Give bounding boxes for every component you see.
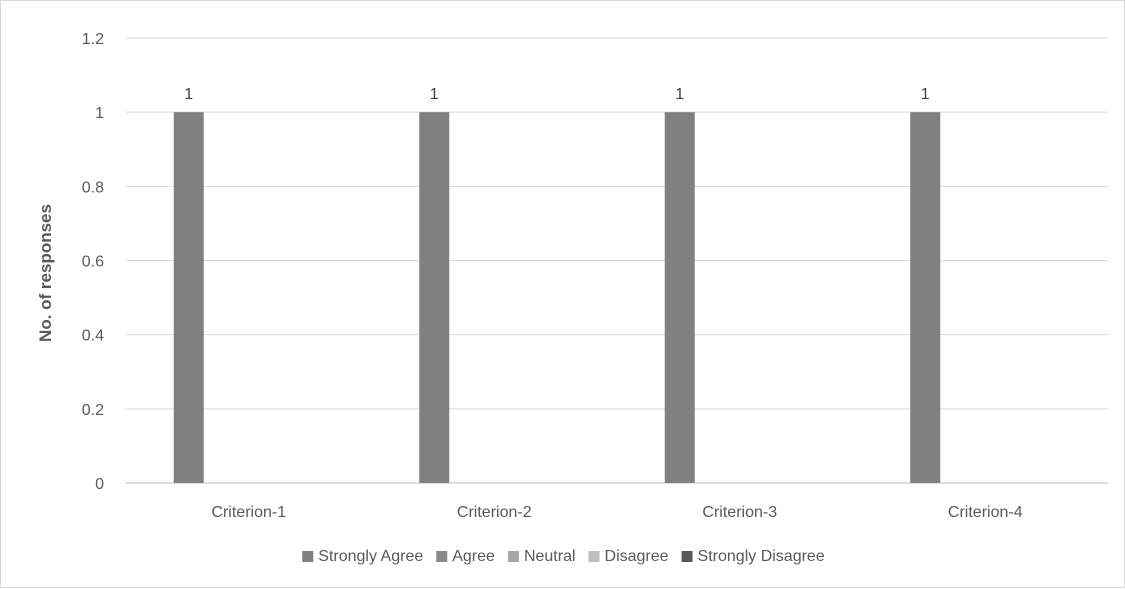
y-tick-label: 0.8 (82, 179, 104, 196)
legend-label: Disagree (605, 548, 669, 565)
data-labels: 1 1 1 1 (184, 86, 930, 103)
data-label: 1 (430, 86, 439, 103)
legend-label: Strongly Disagree (698, 548, 825, 565)
bars (173, 112, 941, 484)
data-label: 1 (675, 86, 684, 103)
bar-strongly-agree-4 (910, 112, 941, 484)
legend-swatch (588, 551, 600, 562)
bar-strongly-agree-2 (419, 112, 450, 484)
legend-item-disagree: Disagree (588, 548, 669, 565)
legend-item-strongly-disagree: Strongly Disagree (681, 548, 825, 565)
y-tick-label: 0.4 (82, 328, 104, 345)
x-category-label: Criterion-4 (948, 504, 1023, 521)
legend-swatch (507, 551, 519, 562)
legend-item-agree: Agree (436, 548, 495, 565)
y-tick-label: 0.2 (82, 402, 104, 419)
legend-label: Strongly Agree (318, 548, 423, 565)
x-category-label: Criterion-2 (457, 504, 532, 521)
bar-strongly-agree-3 (664, 112, 695, 484)
legend-swatch (436, 551, 448, 562)
y-tick-label: 0 (95, 476, 104, 493)
legend-label: Agree (452, 548, 495, 565)
legend: Strongly Agree Agree Neutral Disagree Strong… (302, 548, 825, 565)
legend-swatch (681, 551, 693, 562)
y-tick-label: 1 (95, 105, 104, 122)
gridlines (126, 37, 1108, 484)
x-category-label: Criterion-3 (702, 504, 777, 521)
legend-swatch (302, 551, 314, 562)
y-tick-label: 0.6 (82, 254, 104, 271)
x-category-label: Criterion-1 (211, 504, 286, 521)
bar-strongly-agree-1 (173, 112, 204, 484)
data-label: 1 (184, 86, 193, 103)
y-axis-ticks: 0 0.2 0.4 0.6 0.8 1 1.2 (82, 31, 104, 493)
y-tick-label: 1.2 (82, 31, 104, 48)
x-axis-categories: Criterion-1 Criterion-2 Criterion-3 Criteri… (211, 504, 1022, 521)
legend-item-neutral: Neutral (507, 548, 576, 565)
data-label: 1 (921, 86, 930, 103)
legend-item-strongly-agree: Strongly Agree (302, 548, 423, 565)
legend-label: Neutral (524, 548, 576, 565)
y-axis-label: No. of responses (36, 204, 55, 342)
